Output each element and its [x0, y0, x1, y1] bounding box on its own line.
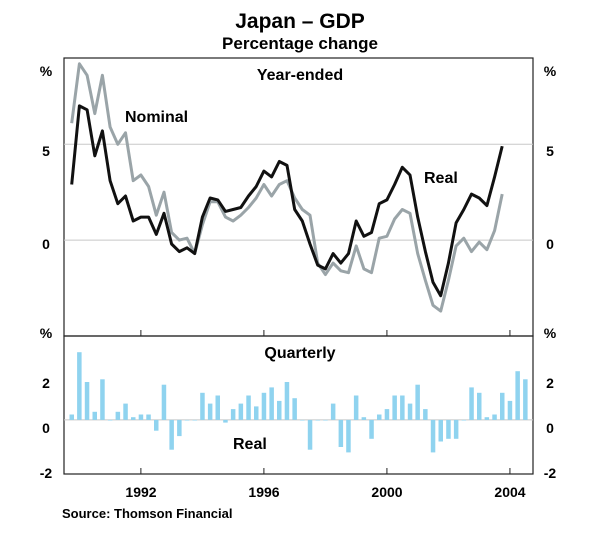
- bottom-panel-frame: [63, 335, 534, 475]
- bar-quarter: [146, 414, 151, 420]
- bottom-left-unit-label: %: [40, 325, 53, 341]
- bar-quarter: [77, 352, 82, 420]
- bar-quarter: [415, 384, 420, 420]
- nominal-series-label: Nominal: [125, 109, 188, 126]
- top-panel: Year-ended % % 5 0 5 0 Nominal Real: [40, 57, 557, 337]
- bar-quarter: [131, 417, 136, 420]
- bar-quarter: [315, 419, 320, 421]
- bar-quarter: [469, 387, 474, 420]
- bar-quarter: [84, 382, 90, 420]
- top-panel-frame: [63, 57, 534, 337]
- x-tick-marks: [140, 330, 511, 474]
- bar-quarter: [223, 419, 228, 423]
- bar-quarter: [292, 398, 297, 420]
- bar-quarter: [177, 419, 182, 437]
- bar-quarter: [500, 392, 505, 420]
- bar-quarter: [446, 419, 451, 439]
- bar-quarter: [392, 395, 397, 420]
- bar-quarter: [254, 406, 259, 420]
- bar-quarter: [407, 403, 413, 420]
- bar-quarter: [453, 419, 459, 439]
- bar-quarter: [154, 419, 159, 431]
- chart-title: Japan – GDP: [235, 10, 365, 33]
- bottom-left-tick-neg2: -2: [40, 465, 53, 481]
- x-tick-2000: 2000: [371, 484, 402, 500]
- bar-quarter: [361, 417, 367, 420]
- bar-quarter: [246, 395, 251, 420]
- bar-quarter: [461, 419, 467, 421]
- bar-quarter: [200, 392, 205, 420]
- top-right-tick-5: 5: [546, 143, 554, 159]
- bar-quarter: [430, 419, 436, 453]
- top-gridlines: [64, 143, 533, 241]
- bar-quarter: [277, 400, 282, 420]
- x-tick-1992: 1992: [125, 484, 156, 500]
- bar-quarter: [323, 419, 328, 421]
- bar-quarter: [477, 392, 482, 420]
- bar-quarter: [230, 409, 236, 420]
- bar-quarter: [300, 419, 305, 421]
- top-panel-title: Year-ended: [257, 67, 343, 84]
- quarterly-real-label: Real: [233, 436, 267, 453]
- bar-quarter: [184, 419, 190, 421]
- bar-quarter: [115, 411, 121, 420]
- x-tick-2004: 2004: [494, 484, 525, 500]
- bar-quarter: [207, 403, 213, 420]
- bar-quarter: [138, 414, 144, 420]
- bar-quarter: [100, 379, 105, 420]
- source-note: Source: Thomson Financial: [62, 506, 232, 521]
- bar-quarter: [369, 419, 374, 439]
- bottom-bars: [69, 352, 528, 453]
- bottom-left-tick-0: 0: [42, 420, 50, 436]
- top-right-tick-0: 0: [546, 236, 554, 252]
- top-left-unit-label: %: [40, 63, 53, 79]
- bar-quarter: [507, 400, 513, 420]
- bar-quarter: [107, 419, 113, 421]
- real-series-label: Real: [424, 170, 458, 187]
- bar-quarter: [400, 395, 405, 420]
- series-line-nominal: [70, 62, 504, 313]
- series-line-real: [70, 104, 504, 298]
- top-right-unit-label: %: [544, 63, 557, 79]
- bottom-right-tick-neg2: -2: [544, 465, 557, 481]
- bar-quarter: [307, 419, 313, 450]
- bottom-panel-title: Quarterly: [264, 345, 335, 362]
- bar-quarter: [492, 414, 497, 420]
- top-series-lines: [70, 62, 504, 313]
- bar-quarter: [353, 395, 359, 420]
- bar-quarter: [384, 409, 390, 420]
- bar-quarter: [169, 419, 174, 450]
- bar-quarter: [192, 419, 197, 421]
- bar-quarter: [69, 414, 74, 420]
- bottom-panel: Quarterly % % 2 0 -2 2 0 -2 Real: [40, 325, 557, 481]
- bar-quarter: [338, 419, 344, 447]
- bar-quarter: [238, 403, 244, 420]
- bar-quarter: [523, 379, 528, 420]
- bar-quarter: [423, 409, 428, 420]
- top-left-tick-5: 5: [42, 143, 50, 159]
- chart-subtitle: Percentage change: [222, 34, 378, 53]
- x-axis: 1992 1996 2000 2004: [125, 330, 526, 500]
- bar-quarter: [269, 387, 274, 420]
- bar-quarter: [161, 384, 167, 420]
- bar-quarter: [484, 417, 490, 420]
- bar-quarter: [515, 371, 520, 420]
- x-tick-1996: 1996: [248, 484, 279, 500]
- bar-quarter: [377, 414, 382, 420]
- bar-quarter: [438, 419, 443, 442]
- bar-quarter: [261, 392, 267, 420]
- bottom-right-unit-label: %: [544, 325, 557, 341]
- bottom-left-tick-2: 2: [42, 375, 50, 391]
- top-left-tick-0: 0: [42, 236, 50, 252]
- bottom-right-tick-0: 0: [546, 420, 554, 436]
- bar-quarter: [284, 382, 290, 420]
- bar-quarter: [215, 395, 220, 420]
- bottom-right-tick-2: 2: [546, 375, 554, 391]
- bar-quarter: [92, 411, 97, 420]
- bar-quarter: [346, 419, 351, 453]
- bar-quarter: [330, 403, 336, 420]
- bar-quarter: [123, 403, 128, 420]
